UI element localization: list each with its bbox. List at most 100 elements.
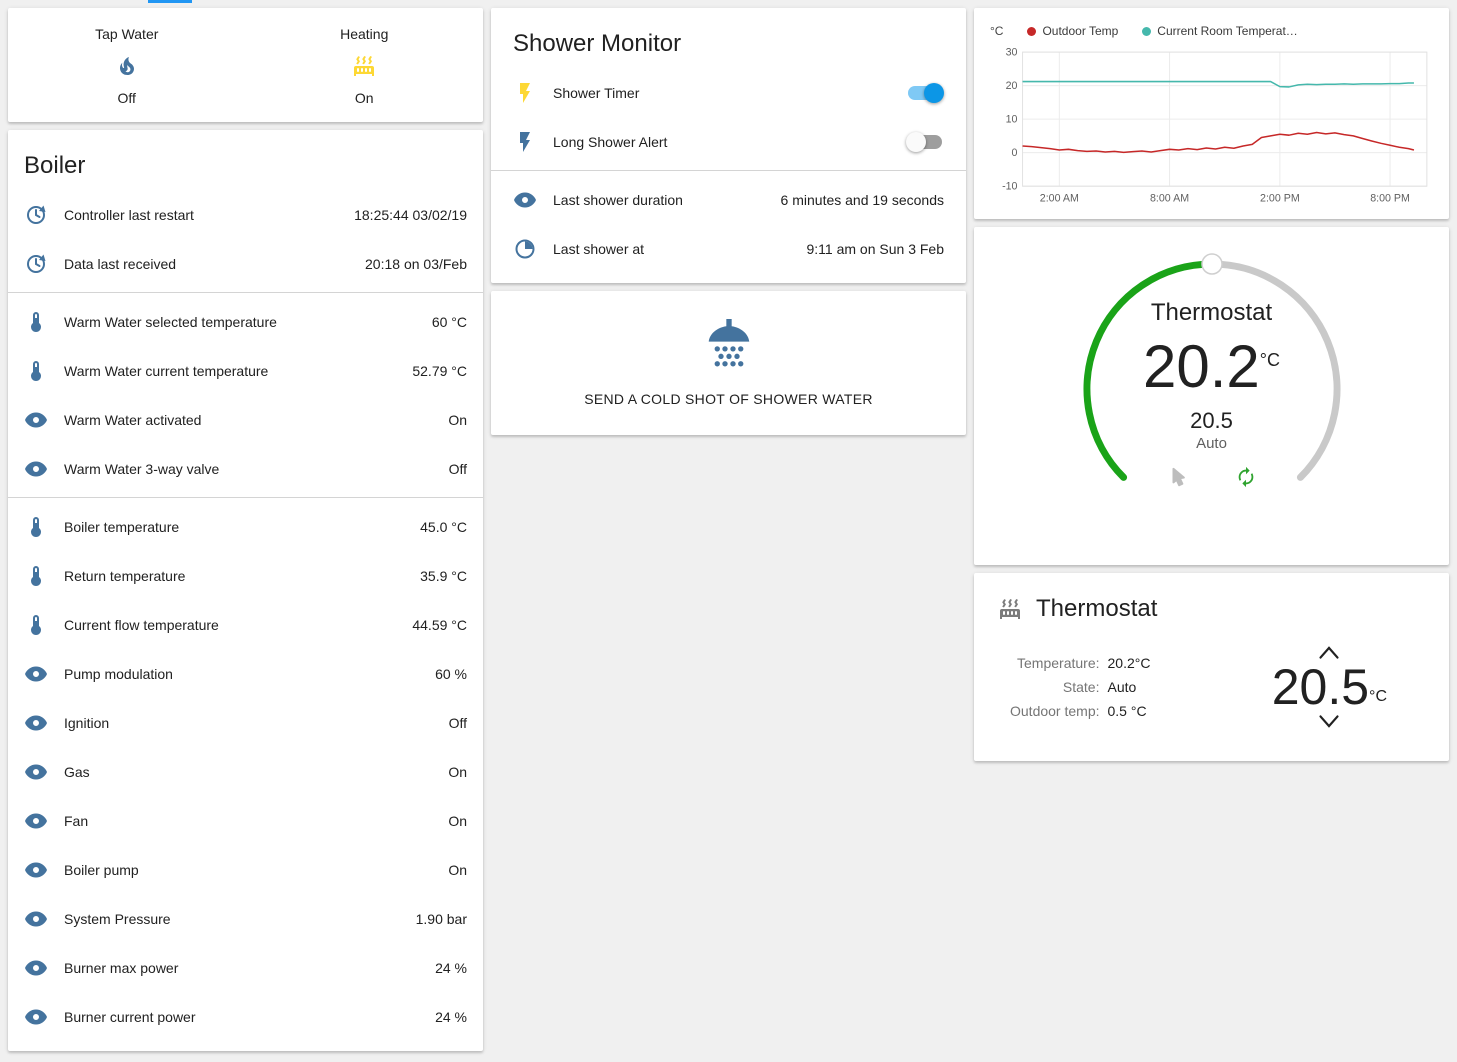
boiler-row[interactable]: Warm Water current temperature 52.79 °C [8, 346, 483, 395]
attr-value: 0.5 °C [1107, 702, 1147, 719]
progress-clock-icon [513, 237, 537, 261]
shower-head-icon [697, 315, 761, 379]
svg-text:10: 10 [1006, 114, 1018, 126]
card-title: Shower Monitor [513, 30, 682, 57]
entity-value: On [448, 411, 467, 428]
eye-icon [24, 956, 48, 980]
boiler-row[interactable]: Current flow temperature 44.59 °C [8, 600, 483, 649]
thermometer-icon [24, 310, 48, 334]
entity-value: 60 °C [431, 313, 467, 330]
svg-text:8:00 AM: 8:00 AM [1150, 192, 1189, 204]
entity-value: 52.79 °C [412, 362, 467, 379]
last-shower-at-row[interactable]: Last shower at 9:11 am on Sun 3 Feb [491, 224, 966, 273]
shower-timer-toggle[interactable] [906, 82, 944, 103]
setpoint-value: 20.5 °C [1271, 658, 1387, 715]
legend-label: Outdoor Temp [1042, 24, 1119, 38]
entity-label: Warm Water 3-way valve [64, 460, 220, 477]
thermostat-attributes: Temperature: 20.2°C State: Auto Outdoor … [1010, 655, 1150, 719]
long-shower-alert-toggle[interactable] [906, 131, 944, 152]
entity-label: Current flow temperature [64, 616, 219, 633]
tap-water-heating-card: Tap Water Off Heating On [8, 8, 483, 122]
attr-value: 20.2°C [1107, 654, 1151, 671]
entity-value: 35.9 °C [420, 567, 467, 584]
entity-label: System Pressure [64, 910, 171, 927]
boiler-row[interactable]: Data last received 20:18 on 03/Feb [8, 239, 483, 288]
right-column: °C Outdoor Temp Current Room Temperat… 3… [974, 8, 1449, 761]
eye-icon [24, 457, 48, 481]
boiler-row[interactable]: Gas On [8, 747, 483, 796]
dial-arc-active[interactable] [1083, 260, 1215, 481]
cold-shot-card[interactable]: SEND A COLD SHOT OF SHOWER WATER [491, 291, 966, 435]
radiator-icon [998, 597, 1022, 621]
middle-column: Shower Monitor Shower Timer Long Shower … [491, 8, 966, 435]
eye-icon [24, 907, 48, 931]
entity-state: On [354, 90, 374, 106]
legend-item-outdoor-temp[interactable]: Outdoor Temp [1027, 24, 1118, 38]
dial-arc-inactive[interactable] [1208, 260, 1340, 481]
thermometer-icon [24, 613, 48, 637]
entity-value: On [448, 861, 467, 878]
entity-value: 44.59 °C [412, 616, 467, 633]
chevron-up-icon[interactable] [1314, 643, 1344, 660]
attr-label: State: [1062, 678, 1100, 695]
thermometer-icon [24, 359, 48, 383]
eye-icon [24, 711, 48, 735]
entity-label: Boiler pump [64, 861, 139, 878]
chevron-down-icon[interactable] [1314, 714, 1344, 731]
boiler-row[interactable]: Ignition Off [8, 698, 483, 747]
dial-knob[interactable] [1200, 252, 1223, 275]
entity-value: 24 % [435, 959, 467, 976]
eye-icon [24, 760, 48, 784]
tap-water-entity[interactable]: Tap Water Off [20, 26, 234, 106]
boiler-row[interactable]: Controller last restart 18:25:44 03/02/1… [8, 190, 483, 239]
thermostat-body: Temperature: 20.2°C State: Auto Outdoor … [974, 639, 1449, 761]
entity-label: Fan [64, 812, 89, 829]
boiler-row[interactable]: Pump modulation 60 % [8, 649, 483, 698]
entity-value: On [448, 812, 467, 829]
entity-label: Warm Water selected temperature [64, 313, 277, 330]
boiler-row[interactable]: Warm Water activated On [8, 395, 483, 444]
boiler-row[interactable]: Boiler temperature 45.0 °C [8, 502, 483, 551]
entity-label: Last shower duration [553, 191, 683, 208]
boiler-row[interactable]: Burner current power 24 % [8, 992, 483, 1041]
heating-entity[interactable]: Heating On [257, 26, 471, 106]
eye-icon [24, 809, 48, 833]
svg-text:8:00 PM: 8:00 PM [1370, 192, 1410, 204]
boiler-row[interactable]: Warm Water selected temperature 60 °C [8, 297, 483, 346]
svg-text:-10: -10 [1002, 181, 1017, 193]
svg-text:0: 0 [1012, 147, 1018, 159]
cold-shot-button[interactable]: SEND A COLD SHOT OF SHOWER WATER [584, 391, 873, 407]
setpoint-control: 20.5 °C [1272, 643, 1387, 731]
boiler-row[interactable]: System Pressure 1.90 bar [8, 894, 483, 943]
boiler-row[interactable]: Return temperature 35.9 °C [8, 551, 483, 600]
boiler-row[interactable]: Fan On [8, 796, 483, 845]
card-title: Thermostat [1036, 594, 1158, 622]
divider [8, 497, 483, 498]
eye-icon [24, 408, 48, 432]
manual-mode-icon[interactable] [1167, 466, 1189, 488]
active-tab-indicator[interactable] [148, 0, 192, 3]
eye-icon [24, 662, 48, 686]
entity-label: Ignition [64, 714, 110, 731]
boiler-row[interactable]: Burner max power 24 % [8, 943, 483, 992]
flash-icon [513, 81, 537, 105]
entity-state: Off [117, 90, 136, 106]
legend-item-room-temp[interactable]: Current Room Temperat… [1142, 24, 1298, 38]
legend-dot [1027, 26, 1037, 36]
svg-text:2:00 AM: 2:00 AM [1040, 192, 1079, 204]
boiler-row[interactable]: Boiler pump On [8, 845, 483, 894]
svg-text:20: 20 [1006, 80, 1018, 92]
entity-label: Pump modulation [64, 665, 173, 682]
entity-value: 60 % [435, 665, 467, 682]
auto-mode-icon[interactable] [1235, 466, 1257, 488]
thermometer-icon [24, 564, 48, 588]
card-header: Thermostat [974, 573, 1449, 639]
entity-label: Warm Water current temperature [64, 362, 269, 379]
boiler-row[interactable]: Warm Water 3-way valve Off [8, 444, 483, 493]
chart-legend: °C Outdoor Temp Current Room Temperat… [988, 22, 1435, 46]
last-shower-duration-row[interactable]: Last shower duration 6 minutes and 19 se… [491, 175, 966, 224]
update-icon [24, 203, 48, 227]
update-icon [24, 252, 48, 276]
attr-label: Outdoor temp: [1010, 702, 1100, 719]
